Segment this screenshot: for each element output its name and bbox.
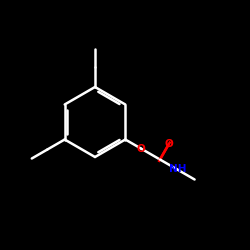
Text: NH: NH	[168, 164, 186, 174]
Text: O: O	[136, 144, 145, 154]
Text: O: O	[164, 139, 173, 149]
